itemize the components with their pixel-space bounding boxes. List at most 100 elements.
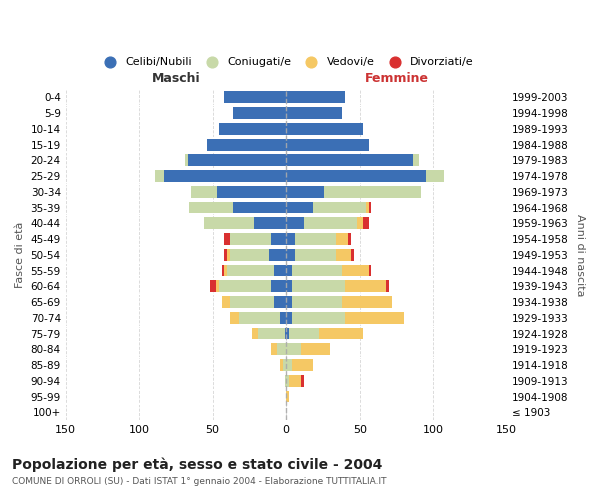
Bar [224,249,227,260]
Bar [227,249,230,260]
Bar [277,344,286,355]
Bar [204,218,254,229]
Bar [301,375,304,386]
Bar [269,249,286,260]
Bar [274,264,286,276]
Bar [325,186,421,198]
Bar [351,249,354,260]
Bar [227,264,274,276]
Bar [342,296,392,308]
Bar [292,312,345,324]
Bar [230,296,274,308]
Bar [286,123,362,135]
Bar [345,312,404,324]
Bar [336,249,351,260]
Bar [286,202,313,213]
Bar [426,170,443,182]
Text: Maschi: Maschi [152,72,200,85]
Bar [271,280,286,292]
Bar [365,202,368,213]
Bar [271,344,277,355]
Bar [292,264,342,276]
Bar [164,170,286,182]
Bar [295,249,336,260]
Bar [280,312,286,324]
Bar [218,123,286,135]
Text: Popolazione per età, sesso e stato civile - 2004: Popolazione per età, sesso e stato civil… [12,458,382,472]
Bar [233,107,286,119]
Bar [336,233,348,245]
Bar [185,154,188,166]
Y-axis label: Anni di nascita: Anni di nascita [575,214,585,296]
Bar [345,280,386,292]
Bar [286,390,289,402]
Bar [239,312,280,324]
Bar [286,107,342,119]
Bar [286,170,426,182]
Bar [271,233,286,245]
Bar [362,218,368,229]
Bar [254,218,286,229]
Bar [413,154,419,166]
Bar [230,249,269,260]
Bar [286,375,289,386]
Bar [386,280,389,292]
Bar [283,359,286,371]
Bar [221,296,230,308]
Bar [286,186,325,198]
Legend: Celibi/Nubili, Coniugati/e, Vedovi/e, Divorziati/e: Celibi/Nubili, Coniugati/e, Vedovi/e, Di… [94,52,478,71]
Bar [368,264,371,276]
Bar [286,154,413,166]
Bar [230,312,239,324]
Bar [155,170,164,182]
Bar [301,344,331,355]
Bar [313,202,365,213]
Bar [286,218,304,229]
Bar [218,280,271,292]
Bar [191,186,217,198]
Bar [286,296,292,308]
Bar [289,375,301,386]
Bar [210,280,215,292]
Bar [304,218,357,229]
Bar [221,264,224,276]
Text: COMUNE DI ORROLI (SU) - Dati ISTAT 1° gennaio 2004 - Elaborazione TUTTITALIA.IT: COMUNE DI ORROLI (SU) - Dati ISTAT 1° ge… [12,478,386,486]
Bar [258,328,285,340]
Bar [189,202,233,213]
Y-axis label: Fasce di età: Fasce di età [15,222,25,288]
Bar [280,359,283,371]
Bar [286,92,345,104]
Bar [207,138,286,150]
Bar [292,296,342,308]
Bar [348,233,351,245]
Bar [286,249,295,260]
Bar [217,186,286,198]
Text: Femmine: Femmine [364,72,428,85]
Bar [215,280,218,292]
Bar [295,233,336,245]
Bar [292,280,345,292]
Bar [286,233,295,245]
Bar [286,359,292,371]
Bar [368,202,371,213]
Bar [286,328,289,340]
Bar [342,264,368,276]
Bar [224,233,230,245]
Bar [286,264,292,276]
Bar [286,138,368,150]
Bar [357,218,362,229]
Bar [274,296,286,308]
Bar [289,328,319,340]
Bar [286,280,292,292]
Bar [188,154,286,166]
Bar [224,92,286,104]
Bar [285,375,286,386]
Bar [233,202,286,213]
Bar [286,344,301,355]
Bar [224,264,227,276]
Bar [285,328,286,340]
Bar [230,233,271,245]
Bar [253,328,258,340]
Bar [286,312,292,324]
Bar [319,328,362,340]
